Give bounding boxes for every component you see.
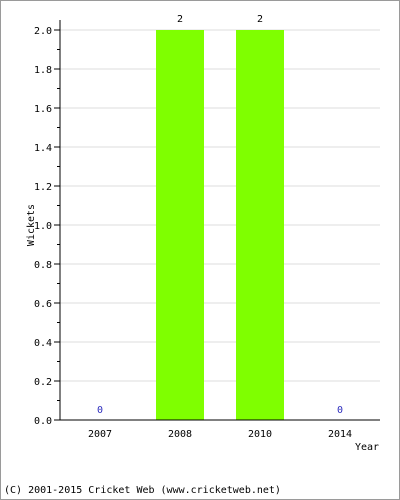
- y-tick-label: 1.8: [34, 65, 52, 76]
- grid-lines: [60, 29, 380, 382]
- y-tick-label: 1.2: [34, 182, 52, 193]
- x-tick-labels: 2007 2008 2010 2014: [88, 429, 352, 440]
- data-label: 0: [97, 405, 103, 416]
- x-tick-label: 2014: [328, 429, 352, 440]
- x-axis-title: Year: [355, 442, 379, 453]
- y-tick-label: 1.4: [34, 143, 52, 154]
- axes: [54, 20, 380, 421]
- y-tick-label: 0.2: [34, 377, 52, 388]
- y-axis-title: Wickets: [26, 204, 37, 246]
- y-tick-label: 0.0: [34, 416, 52, 427]
- bar: [156, 30, 204, 420]
- y-tick-label: 1.0: [34, 221, 52, 232]
- x-tick-label: 2007: [88, 429, 112, 440]
- data-label: 0: [337, 405, 343, 416]
- data-label: 2: [257, 14, 263, 25]
- y-tick-label: 2.0: [34, 26, 52, 37]
- x-tick-label: 2010: [248, 429, 272, 440]
- y-tick-label: 0.8: [34, 260, 52, 271]
- bar: [236, 30, 284, 420]
- data-label: 2: [177, 14, 183, 25]
- y-tick-label: 0.6: [34, 299, 52, 310]
- data-labels: 0 2 2 0: [97, 14, 343, 416]
- y-tick-label: 1.6: [34, 104, 52, 115]
- y-tick-label: 0.4: [34, 338, 52, 349]
- x-tick-label: 2008: [168, 429, 192, 440]
- y-tick-labels: 0.0 0.2 0.4 0.6 0.8 1.0 1.2 1.4 1.6 1.8 2.0: [34, 26, 52, 427]
- bars: [156, 30, 284, 420]
- copyright-footer: (C) 2001-2015 Cricket Web (www.cricketwe…: [4, 485, 281, 496]
